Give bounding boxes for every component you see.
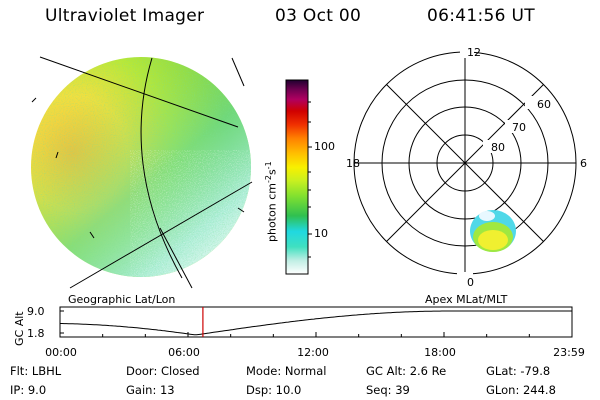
mlt-label-6: 6: [580, 157, 587, 170]
mlt-label-12: 12: [467, 46, 481, 59]
polar-caption: Apex MLat/MLT: [425, 293, 508, 306]
imager-caption: Geographic Lat/Lon: [68, 293, 176, 306]
status-flt: Flt: LBHL: [10, 364, 62, 378]
uv-image: [31, 56, 253, 289]
status-gcalt: GC Alt: 2.6 Re: [366, 364, 447, 378]
status-glon: GLon: 244.8: [486, 383, 556, 397]
time-tick-1800: 18:00: [424, 346, 456, 359]
altitude-ytick-top: 9.0: [27, 305, 45, 318]
altitude-ytick-bottom: 1.8: [27, 327, 45, 340]
status-seq: Seq: 39: [366, 383, 410, 397]
time-tick-2359: 23:59: [553, 346, 585, 359]
status-door: Door: Closed: [126, 364, 200, 378]
altitude-curve: [60, 310, 572, 336]
mlat-label-70: 70: [512, 121, 526, 134]
time-label: 06:41:56 UT: [427, 6, 535, 26]
time-tick-0000: 00:00: [45, 346, 77, 359]
mlt-label-18: 18: [346, 157, 360, 170]
status-gain: Gain: 13: [126, 383, 175, 397]
time-tick-1200: 12:00: [297, 346, 329, 359]
mlat-label-60: 60: [537, 98, 551, 111]
polar-plot: [353, 45, 577, 282]
status-dsp: Dsp: 10.0: [246, 383, 302, 397]
colorbar-unit: photon cm-2s-1: [264, 161, 279, 242]
date-label: 03 Oct 00: [275, 6, 362, 26]
mlt-label-0: 0: [467, 276, 474, 289]
mlat-label-80: 80: [491, 141, 505, 154]
status-mode: Mode: Normal: [246, 364, 327, 378]
instrument-title: Ultraviolet Imager: [45, 6, 205, 26]
colorbar: [285, 79, 312, 275]
status-ip: IP: 9.0: [10, 383, 47, 397]
colorbar-tick-10: 10: [314, 227, 328, 240]
status-glat: GLat: -79.8: [486, 364, 551, 378]
colorbar-tick-100: 100: [314, 140, 335, 153]
time-tick-0600: 06:00: [168, 346, 200, 359]
altitude-ylabel: GC Alt: [13, 311, 26, 346]
altitude-plot: [59, 306, 573, 338]
